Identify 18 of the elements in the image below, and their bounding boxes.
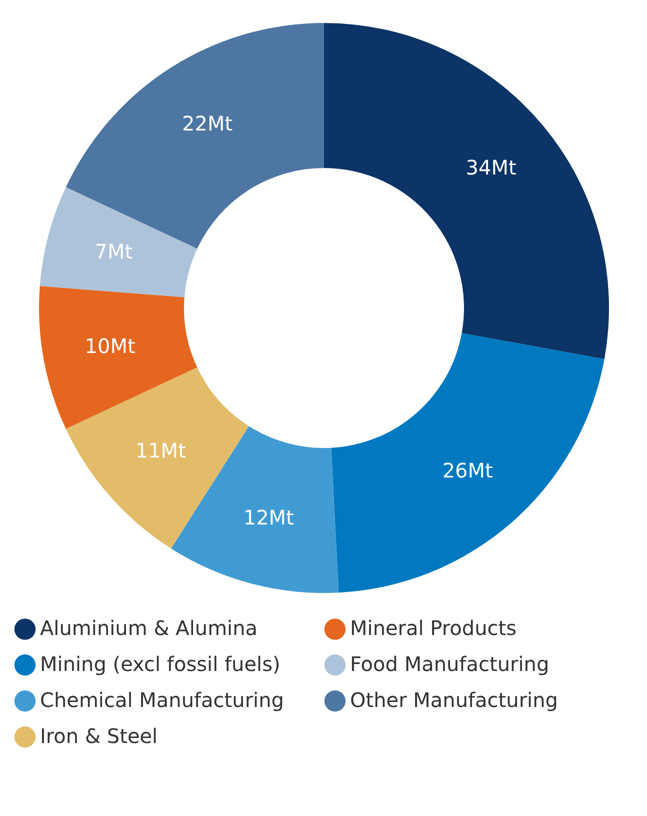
donut-slice	[324, 23, 609, 360]
legend-label: Iron & Steel	[40, 724, 158, 748]
data-label: 22Mt	[182, 111, 233, 136]
legend-label: Aluminium & Alumina	[40, 616, 258, 640]
data-label: 26Mt	[442, 458, 494, 482]
donut-slice	[39, 286, 198, 429]
donut-slice	[40, 187, 198, 298]
legend-label: Mineral Products	[350, 616, 517, 640]
legend-label: Mining (excl fossil fuels)	[40, 652, 280, 676]
legend-label: Chemical Manufacturing	[40, 688, 284, 712]
data-label: 11Mt	[135, 438, 186, 463]
data-label: 34Mt	[466, 156, 516, 180]
legend-label: Other Manufacturing	[350, 688, 558, 712]
data-label: 10Mt	[84, 334, 136, 358]
donut-slice	[331, 333, 604, 593]
data-label: 12Mt	[243, 505, 294, 530]
legend-label: Food Manufacturing	[350, 652, 550, 676]
data-label: 7Mt	[94, 240, 133, 264]
